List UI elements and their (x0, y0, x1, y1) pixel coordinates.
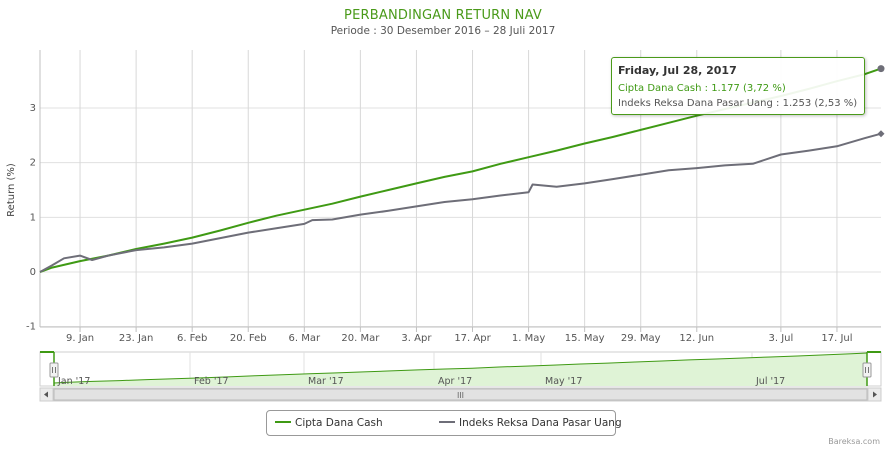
scrollbar-thumb[interactable] (53, 388, 868, 401)
x-tick-label: 15. May (565, 333, 605, 344)
x-tick-label: 6. Feb (177, 333, 207, 344)
x-tick-label: 6. Mar (289, 333, 321, 344)
navigator-left-handle[interactable] (49, 362, 59, 378)
chart-subtitle: Periode : 30 Desember 2016 – 28 Juli 201… (330, 25, 556, 37)
x-tick-label: 17. Jul (821, 333, 852, 344)
navigator-tick-label: Apr '17 (438, 376, 472, 387)
legend-item-cipta-dana-cash[interactable]: Cipta Dana Cash (275, 417, 383, 429)
series-end-marker-cipta-dana-cash[interactable] (877, 65, 885, 73)
navigator-tick-label: May '17 (545, 376, 582, 387)
x-tick-label: 29. May (621, 333, 661, 344)
gridlines (40, 50, 881, 328)
navigator-right-handle[interactable] (862, 362, 872, 378)
axes: -1 0 1 2 3 9. Jan 23. Jan 6. Feb 20. Feb 6. Mar 20… (26, 50, 881, 344)
chart-title: PERBANDINGAN RETURN NAV (344, 8, 542, 23)
navigator-tick-label: Jul '17 (755, 376, 785, 387)
y-tick-label: 1 (30, 212, 36, 223)
arrow-right-icon (873, 391, 877, 398)
legend-label: Cipta Dana Cash (295, 417, 383, 429)
y-tick-label: -1 (26, 322, 36, 333)
legend-label: Indeks Reksa Dana Pasar Uang (459, 417, 622, 429)
legend-line-green-icon (275, 421, 291, 423)
legend: Cipta Dana Cash Indeks Reksa Dana Pasar … (266, 410, 622, 436)
x-tick-label: 9. Jan (66, 333, 94, 344)
x-tick-label: 23. Jan (119, 333, 154, 344)
credits-link[interactable]: Bareksa.com (828, 437, 880, 446)
tooltip-row-cipta: Cipta Dana Cash : 1.177 (3,72 %) (618, 83, 786, 94)
x-tick-label: 17. Apr (454, 333, 491, 344)
navigator-tick-label: Feb '17 (194, 376, 229, 387)
y-axis-label: Return (%) (6, 163, 17, 217)
tooltip: Friday, Jul 28, 2017 Cipta Dana Cash : 1… (611, 57, 865, 115)
series-end-marker-indeks-reksa-dana-pasar-uang[interactable] (877, 130, 885, 138)
arrow-left-icon (44, 391, 48, 398)
navigator[interactable]: Jan '17 Feb '17 Mar '17 Apr '17 May '17 Jul '… (39, 351, 882, 402)
x-tick-label: 20. Feb (230, 333, 267, 344)
x-tick-label: 1. May (512, 333, 545, 344)
tooltip-row-index: Indeks Reksa Dana Pasar Uang : 1.253 (2,… (618, 98, 858, 109)
series-line-indeks-reksa-dana-pasar-uang[interactable] (39, 132, 882, 273)
y-tick-label: 0 (30, 267, 36, 278)
x-tick-label: 3. Jul (768, 333, 793, 344)
legend-item-indeks-pasar-uang[interactable]: Indeks Reksa Dana Pasar Uang (439, 417, 622, 429)
scrollbar-grip-icon: III (457, 391, 464, 400)
y-tick-label: 3 (30, 103, 36, 114)
y-tick-label: 2 (30, 158, 36, 169)
navigator-tick-label: Jan '17 (57, 376, 90, 387)
navigator-tick-label: Mar '17 (308, 376, 344, 387)
x-tick-label: 12. Jun (679, 333, 714, 344)
x-tick-label: 3. Apr (401, 333, 432, 344)
legend-line-gray-icon (439, 421, 455, 423)
navigator-line (53, 352, 868, 384)
tooltip-date: Friday, Jul 28, 2017 (618, 64, 737, 77)
x-tick-label: 20. Mar (341, 333, 380, 344)
